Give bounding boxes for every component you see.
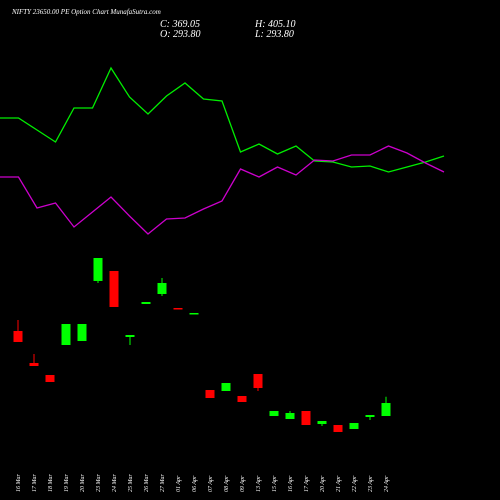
candle-body [157,282,167,294]
candle-body [285,413,295,420]
x-tick-label: 24 Apr [383,475,390,492]
x-tick-label: 08 Apr [224,475,230,492]
candle-body [365,415,375,418]
chart-title: NIFTY 23650.00 PE Option Chart MunafaSut… [11,8,161,16]
ohlc-label: H: 405.10 [254,19,296,30]
x-tick-label: 23 Apr [368,475,374,492]
candle-body [77,323,87,342]
x-tick-label: 16 Apr [288,475,294,492]
candle-body [189,312,199,315]
candle-body [205,390,215,399]
x-tick-label: 19 Mar [64,474,70,492]
x-tick-label: 06 Apr [192,475,198,492]
x-tick-label: 20 Mar [80,474,86,492]
x-tick-label: 15 Apr [272,475,278,492]
x-tick-label: 01 Apr [176,475,182,492]
ohlc-label: L: 293.80 [254,29,294,40]
candle-body [45,375,55,382]
x-tick-label: 09 Apr [240,475,246,492]
candle-body [253,374,263,389]
candle-body [269,410,279,417]
x-tick-label: 20 Apr [320,475,326,492]
candle-body [13,330,23,342]
x-tick-label: 07 Apr [208,475,214,492]
x-tick-label: 18 Mar [48,474,54,492]
candle-body [125,334,135,338]
candle-body [237,396,247,402]
indicator-line [0,66,445,173]
ohlc-label: C: 369.05 [160,19,200,30]
x-tick-label: 16 Mar [16,474,22,492]
candle-body [109,270,119,307]
candle-body [333,425,343,432]
candle-body [141,301,151,304]
x-tick-label: 22 Apr [352,475,358,492]
x-tick-label: 17 Mar [32,474,38,492]
x-tick-label: 17 Apr [304,475,310,492]
x-tick-label: 21 Apr [336,475,342,492]
candle-body [301,410,311,426]
x-tick-label: 25 Mar [128,474,134,492]
x-tick-label: 23 Mar [96,474,102,492]
candle-body [381,403,391,417]
x-tick-label: 26 Mar [144,474,150,492]
candle-body [61,323,71,345]
candle-body [93,258,103,281]
candle-body [317,420,327,425]
candle-body [221,382,231,391]
indicator-line [0,145,445,235]
ohlc-label: O: 293.80 [160,29,201,40]
candle-body [29,362,39,367]
candle-body [349,423,359,430]
x-tick-label: 13 Apr [256,475,262,492]
x-tick-label: 24 Mar [111,474,118,492]
candle-body [173,308,183,310]
x-tick-label: 27 Mar [160,474,166,492]
